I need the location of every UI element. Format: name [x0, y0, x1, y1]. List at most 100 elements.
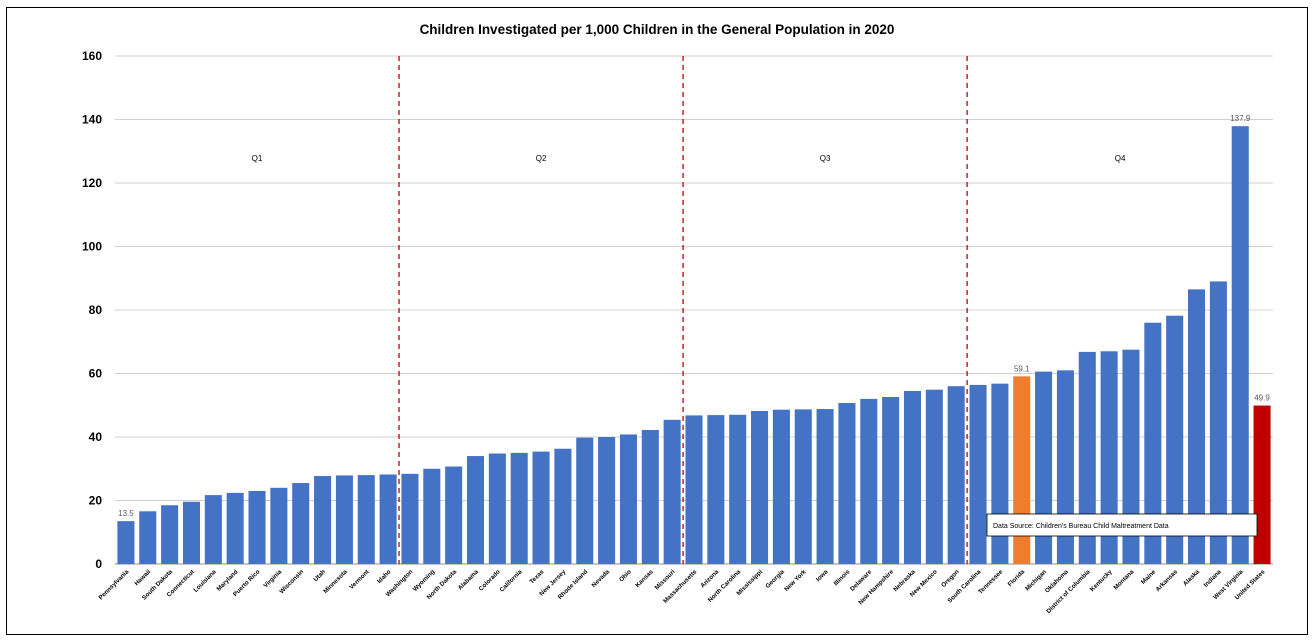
bar	[357, 475, 375, 564]
bar	[488, 453, 506, 564]
x-tick-label: Oregon	[940, 568, 961, 589]
bar	[1122, 349, 1140, 564]
bar	[182, 501, 200, 564]
bars	[117, 126, 1271, 564]
chart-title: Children Investigated per 1,000 Children…	[420, 22, 895, 37]
y-tick-label: 160	[82, 49, 102, 63]
bar	[641, 430, 659, 564]
x-tick-label: Louisiana	[192, 568, 218, 594]
x-tick-label: Arizona	[699, 568, 720, 589]
x-tick-label: Kentucky	[1089, 568, 1114, 593]
bar	[379, 474, 397, 564]
y-tick-label: 120	[82, 176, 102, 190]
bar	[532, 451, 550, 564]
data-label: 13.5	[118, 509, 134, 518]
quartile-label: Q3	[820, 154, 831, 163]
x-tick-label: Wisconsin	[278, 568, 305, 595]
bar	[1166, 315, 1184, 564]
bar	[226, 492, 244, 564]
bar	[423, 468, 441, 564]
x-tick-label: Idaho	[376, 568, 393, 585]
y-tick-label: 0	[95, 557, 102, 571]
data-label: 137.9	[1230, 114, 1251, 123]
data-source-text: Data Source: Children's Bureau Child Mal…	[993, 523, 1169, 530]
x-tick-label: New York	[783, 568, 808, 593]
bar	[598, 437, 616, 564]
x-tick-label: Nevada	[591, 568, 612, 589]
x-tick-label: California	[498, 568, 524, 594]
y-tick-label: 80	[89, 303, 103, 317]
bar	[139, 511, 157, 564]
bar	[838, 403, 856, 564]
x-tick-label: Minnesota	[322, 568, 349, 595]
x-tick-label: Kansas	[634, 568, 655, 589]
bar	[117, 521, 135, 564]
data-source-annotation: Data Source: Children's Bureau Child Mal…	[986, 513, 1258, 537]
data-labels: 13.5 59.1 137.9 49.9	[118, 114, 1270, 518]
x-tick-label: Alaska	[1182, 568, 1201, 587]
x-tick-label: Maine	[1140, 568, 1158, 586]
bar	[314, 476, 332, 564]
bar	[751, 410, 769, 564]
quartile-label: Q4	[1115, 154, 1126, 163]
x-tick-label: Ohio	[618, 568, 633, 583]
y-tick-label: 140	[82, 113, 102, 127]
quartile-label: Q1	[252, 154, 263, 163]
data-label: 59.1	[1014, 364, 1030, 373]
x-tick-label: Georgia	[764, 568, 786, 590]
bar	[794, 409, 812, 564]
bar	[248, 490, 266, 564]
bar	[991, 383, 1009, 564]
x-tick-label: Utah	[312, 568, 327, 583]
bar	[270, 487, 288, 564]
bar	[335, 475, 353, 564]
x-tick-label: Virginia	[262, 568, 283, 589]
bar	[1144, 322, 1162, 564]
bar	[903, 390, 922, 564]
x-tick-label: Indiana	[1203, 568, 1224, 589]
bar	[1253, 405, 1271, 564]
x-tick-label: Texas	[528, 568, 545, 585]
x-tick-label: Pennsylvania	[97, 568, 130, 601]
x-tick-label: Montana	[1112, 568, 1135, 591]
data-source-box	[986, 513, 1258, 537]
y-axis: 0 20 40 60 80 100 120 140 160	[82, 49, 102, 571]
bar	[969, 384, 987, 564]
bar	[619, 434, 637, 564]
quartile-labels: Q1 Q2 Q3 Q4	[252, 154, 1126, 163]
bar	[510, 452, 528, 564]
y-tick-label: 100	[82, 240, 102, 254]
bar	[816, 409, 834, 564]
bar	[1209, 281, 1227, 564]
bar	[1078, 351, 1096, 564]
bar	[772, 409, 790, 564]
x-tick-label: Illinois	[833, 568, 852, 587]
x-tick-label: Iowa	[815, 568, 830, 583]
quartile-label: Q2	[536, 154, 547, 163]
bar	[925, 389, 943, 564]
x-tick-label: District of Columbia	[1045, 568, 1092, 615]
y-tick-label: 20	[89, 494, 103, 508]
x-tick-label: Hawaii	[133, 568, 152, 587]
quartile-dividers	[398, 56, 968, 564]
y-tick-label: 60	[89, 367, 103, 381]
bar	[554, 448, 572, 564]
bar	[947, 386, 965, 564]
bar	[860, 398, 878, 564]
bar	[204, 495, 222, 564]
y-tick-label: 40	[89, 430, 103, 444]
bar	[161, 505, 179, 564]
bar	[707, 415, 725, 564]
x-tick-label: Arkansas	[1154, 568, 1179, 593]
bar	[466, 456, 485, 564]
bar	[292, 483, 310, 564]
x-tick-label: Florida	[1007, 568, 1027, 588]
bar	[445, 466, 463, 564]
bar	[729, 414, 747, 564]
bar	[1231, 126, 1249, 564]
bar	[663, 419, 681, 564]
x-tick-label: Vermont	[348, 568, 370, 590]
bar	[882, 396, 900, 564]
